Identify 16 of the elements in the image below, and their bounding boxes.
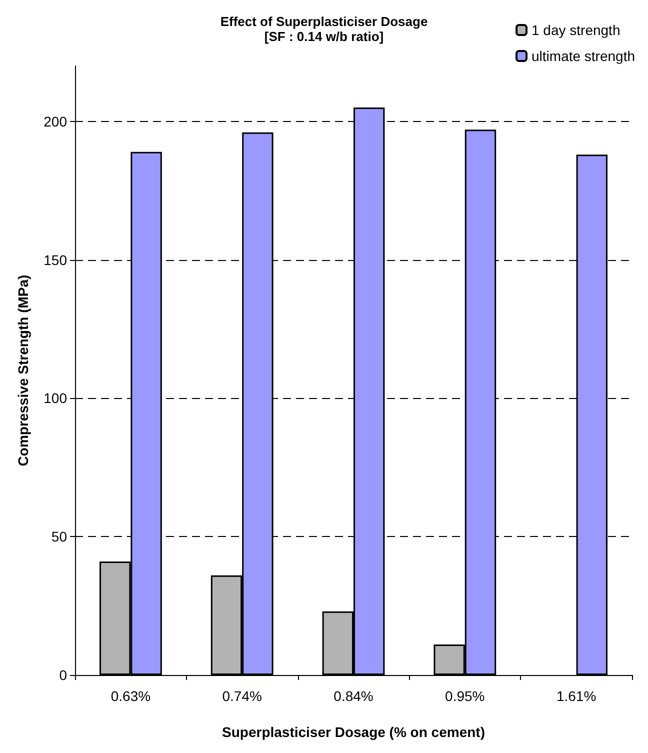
- y-tick-label: 200: [44, 113, 68, 130]
- legend-label: ultimate strength: [532, 48, 636, 64]
- chart-title: Effect of Superplasticiser Dosage: [220, 14, 428, 29]
- x-axis-title: Superplasticiser Dosage (% on cement): [222, 724, 485, 740]
- y-tick-label: 150: [44, 252, 68, 268]
- y-tick-label: 0: [59, 667, 68, 683]
- legend-label: 1 day strength: [532, 22, 620, 38]
- x-tick-label: 0.95%: [445, 688, 485, 704]
- y-tick-label: 50: [51, 528, 68, 545]
- x-tick-label: 0.63%: [110, 688, 151, 704]
- x-tick-label: 1.61%: [556, 688, 596, 704]
- y-tick-label: 100: [44, 390, 68, 406]
- x-tick-label: 0.84%: [334, 688, 374, 704]
- x-tick-label: 0.74%: [222, 688, 262, 704]
- chart-subtitle: [SF : 0.14 w/b ratio]: [264, 29, 384, 44]
- y-axis-title: Compressive Strength (MPa): [15, 274, 31, 466]
